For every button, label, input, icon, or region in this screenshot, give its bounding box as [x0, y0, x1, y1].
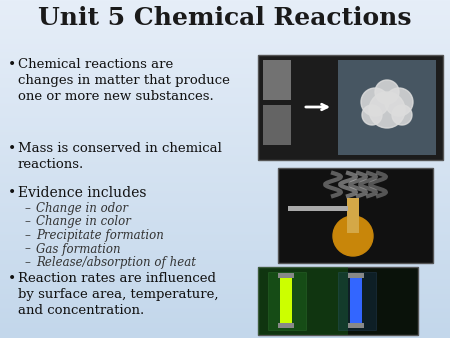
Bar	[338, 60, 436, 155]
Text: –: –	[24, 202, 30, 215]
Bar	[338, 272, 376, 330]
Text: Change in odor: Change in odor	[36, 202, 128, 215]
Text: Reaction rates are influenced
by surface area, temperature,
and concentration.: Reaction rates are influenced by surface…	[18, 272, 219, 317]
Bar	[278, 273, 294, 278]
Text: Mass is conserved in chemical
reactions.: Mass is conserved in chemical reactions.	[18, 142, 222, 171]
Text: –: –	[24, 216, 30, 228]
Text: Evidence includes: Evidence includes	[18, 186, 147, 200]
Text: Change in color: Change in color	[36, 216, 131, 228]
Circle shape	[333, 216, 373, 256]
Bar	[278, 168, 433, 263]
Circle shape	[385, 88, 413, 116]
Bar	[288, 206, 348, 211]
Text: –: –	[24, 229, 30, 242]
Circle shape	[375, 80, 399, 104]
Bar	[258, 55, 443, 160]
Text: Gas formation: Gas formation	[36, 242, 121, 256]
Bar	[350, 275, 362, 327]
Text: Precipitate formation: Precipitate formation	[36, 229, 164, 242]
Circle shape	[361, 88, 389, 116]
Bar	[348, 323, 364, 328]
Circle shape	[392, 105, 412, 125]
Text: •: •	[8, 142, 16, 156]
Circle shape	[369, 92, 405, 128]
Text: Unit 5 Chemical Reactions: Unit 5 Chemical Reactions	[38, 6, 412, 30]
Bar	[278, 323, 294, 328]
Text: –: –	[24, 242, 30, 256]
Bar	[263, 105, 291, 145]
Bar	[268, 272, 306, 330]
Text: •: •	[8, 58, 16, 72]
Circle shape	[362, 105, 382, 125]
Bar	[258, 267, 418, 335]
Bar	[258, 267, 348, 335]
Text: –: –	[24, 256, 30, 269]
Text: •: •	[8, 186, 16, 200]
Text: Chemical reactions are
changes in matter that produce
one or more new substances: Chemical reactions are changes in matter…	[18, 58, 230, 103]
Text: •: •	[8, 272, 16, 286]
Bar	[348, 273, 364, 278]
Bar	[263, 60, 291, 100]
Text: Release/absorption of heat: Release/absorption of heat	[36, 256, 196, 269]
Bar	[347, 198, 359, 233]
Bar	[280, 275, 292, 327]
